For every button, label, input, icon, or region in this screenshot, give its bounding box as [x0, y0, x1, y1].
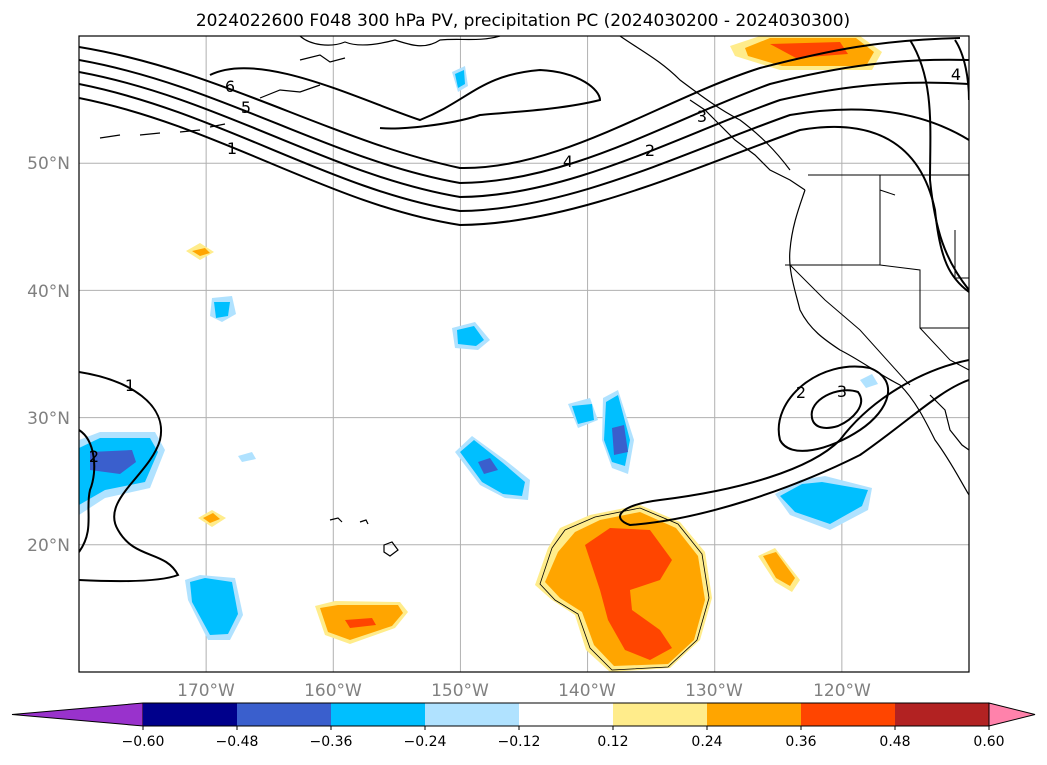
contour-label: 1 [125, 376, 135, 395]
alaska-coast [299, 36, 501, 47]
colorbar-tick-label: 0.36 [785, 734, 816, 750]
colorbar-tick-label: 0.24 [691, 734, 722, 750]
lon-label-160w: 160°W [304, 681, 362, 701]
colorbar-tick-label: −0.60 [122, 734, 165, 750]
precip-blob-south-core [585, 528, 672, 660]
colorbar-segment [519, 703, 613, 726]
contour-label: 6 [225, 77, 235, 96]
state-lines [785, 175, 969, 386]
colorbar: −0.60 −0.48 −0.36 −0.24 −0.12 0.12 0.24 0.36 0.4… [11, 702, 1036, 750]
contour-label: 1 [227, 139, 237, 158]
colorbar-segment [425, 703, 519, 726]
colorbar-extend-max [988, 702, 1036, 727]
pv-contour-jet-2 [79, 58, 969, 185]
coastlines [99, 36, 969, 557]
colorbar-tick-label: −0.48 [216, 734, 259, 750]
lat-label-40n: 40°N [27, 282, 70, 302]
colorbar-segment [331, 703, 425, 726]
bc-coast [689, 99, 806, 191]
lon-labels: 170°W 160°W 150°W 140°W 130°W 120°W [177, 681, 871, 701]
lon-label-140w: 140°W [558, 681, 616, 701]
colorbar-segment [237, 703, 331, 726]
lat-labels: 20°N 30°N 40°N 50°N [27, 154, 70, 556]
colorbar-segment [895, 703, 989, 726]
colorbar-segment [801, 703, 895, 726]
pv-contours [79, 37, 969, 583]
lon-label-130w: 130°W [685, 681, 743, 701]
pv-contour-jet-1 [79, 37, 961, 170]
gridlines [79, 36, 969, 672]
colorbar-segment [143, 703, 237, 726]
colorbar-tick-label: −0.12 [498, 734, 541, 750]
colorbar-outline [143, 702, 989, 727]
pv-contour-low-3 [810, 389, 863, 429]
contour-label: 2 [645, 141, 655, 160]
colorbar-tick-label: −0.36 [310, 734, 353, 750]
colorbar-segment [707, 703, 801, 726]
map-area [79, 36, 969, 672]
colorbar-tick-label: 0.60 [973, 734, 1004, 750]
contour-label: 3 [697, 107, 707, 126]
borders [785, 174, 969, 386]
contour-label: 5 [241, 98, 251, 117]
pv-contour-sw-jet [619, 359, 969, 527]
figure-title: 2024022600 F048 300 hPa PV, precipitatio… [196, 11, 850, 31]
pv-contour-jet-3 [79, 71, 969, 199]
lon-label-170w: 170°W [177, 681, 235, 701]
gulf-alaska-coast [619, 36, 791, 171]
precip-negative-areas [79, 66, 878, 640]
pv-contour-west-2 [79, 429, 96, 553]
pv-contour-west-1 [79, 371, 180, 583]
contour-label: 2 [796, 383, 806, 402]
pv-contour-low-2 [777, 365, 890, 452]
contour-label: 2 [89, 447, 99, 466]
colorbar-tick-label: 0.12 [597, 734, 628, 750]
contour-label: 3 [837, 382, 847, 401]
colorbar-tick-label: 0.48 [879, 734, 910, 750]
precip-positive-areas [186, 36, 882, 672]
colorbar-tick-label: −0.24 [404, 734, 447, 750]
map-frame [78, 35, 970, 673]
lon-label-120w: 120°W [813, 681, 871, 701]
lon-label-150w: 150°W [431, 681, 489, 701]
colorbar-segment [613, 703, 707, 726]
pv-contour-labels: 6 5 1 4 2 3 1 2 2 3 4 [89, 65, 961, 466]
pv-contour-jet-4 [79, 83, 969, 213]
colorbar-extend-min [11, 702, 144, 727]
pv-contour-east [909, 39, 969, 291]
pv-contour-ridge [209, 67, 602, 130]
lat-label-50n: 50°N [27, 154, 70, 174]
hawaii [329, 517, 399, 557]
contour-label: 4 [951, 65, 961, 84]
lat-label-30n: 30°N [27, 409, 70, 429]
contour-label: 4 [563, 152, 573, 171]
us-west-coast [789, 189, 969, 496]
lat-label-20n: 20°N [27, 536, 70, 556]
